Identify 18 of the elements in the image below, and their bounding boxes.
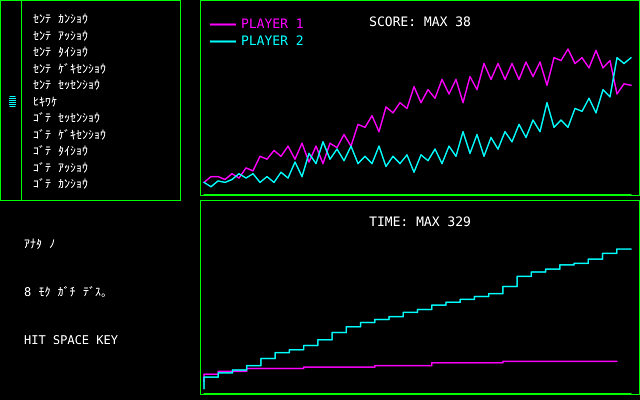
text: ｾﾝﾃ ｹﾞｷｾﾝｼｮｳ [33, 62, 106, 76]
text: ｺﾞﾃ ﾀｲｼｮｳ [33, 144, 88, 158]
text: ｾﾝﾃ ｾｯｾﾝｼｮｳ [33, 78, 100, 92]
text: ｾﾝﾃ ｱｯｼｮｳ [33, 28, 88, 42]
chart-title: TIME: MAX 329 [369, 215, 471, 230]
text: HIT SPACE KEY [24, 333, 118, 347]
text: ｺﾞﾃ ｱｯｼｮｳ [33, 160, 88, 174]
text: 8 ﾓｸ ｶﾞﾁ ﾃﾞｽ｡ [24, 285, 107, 299]
text: ｱﾅﾀ ﾉ [24, 237, 56, 251]
text: ｾﾝﾃ ﾀｲｼｮｳ [33, 45, 88, 59]
chart-title: SCORE: MAX 38 [369, 15, 471, 30]
legend-label: PLAYER 1 [241, 17, 304, 32]
text: ｺﾞﾃ ｾｯｾﾝｼｮｳ [33, 111, 100, 125]
text: ｺﾞﾃ ｹﾞｷｾﾝｼｮｳ [33, 128, 106, 142]
text: ｾﾝﾃ ｶﾝｼｮｳ [33, 12, 88, 26]
text: ｺﾞﾃ ｶﾝｼｮｳ [33, 177, 88, 191]
text: ﾋｷﾜｹ [33, 94, 57, 108]
legend-label: PLAYER 2 [241, 34, 304, 49]
